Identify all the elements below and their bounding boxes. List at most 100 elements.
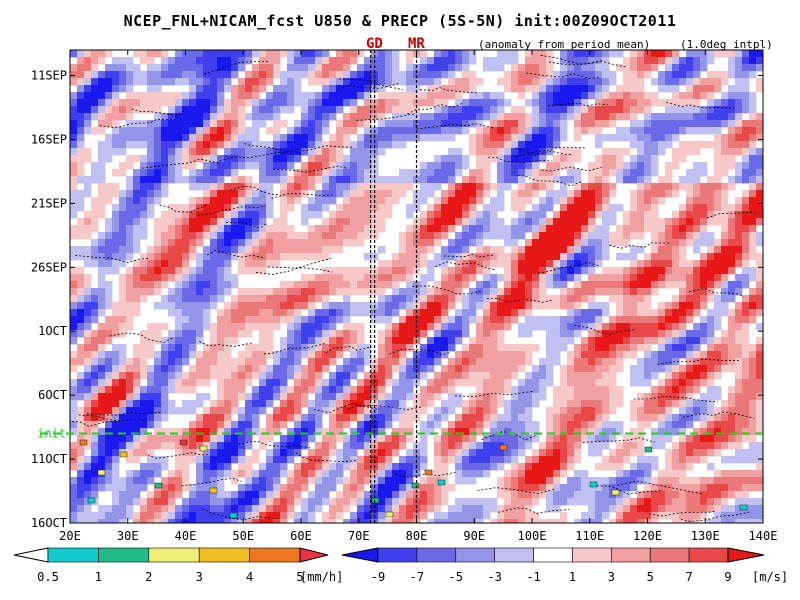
- field-cell: [315, 169, 323, 177]
- field-cell: [322, 456, 330, 464]
- field-cell: [434, 386, 442, 394]
- field-cell: [525, 302, 533, 310]
- field-cell: [588, 162, 596, 170]
- field-cell: [588, 190, 596, 198]
- field-cell: [217, 351, 225, 359]
- field-cell: [70, 449, 78, 457]
- field-cell: [210, 281, 218, 289]
- field-cell: [595, 176, 603, 184]
- field-cell: [420, 323, 428, 331]
- field-cell: [658, 323, 666, 331]
- field-cell: [224, 190, 232, 198]
- field-cell: [245, 435, 253, 443]
- field-cell: [553, 239, 561, 247]
- field-cell: [707, 288, 715, 296]
- field-cell: [287, 106, 295, 114]
- field-cell: [539, 232, 547, 240]
- field-cell: [161, 302, 169, 310]
- field-cell: [119, 78, 127, 86]
- field-cell: [77, 204, 85, 212]
- field-cell: [686, 197, 694, 205]
- field-cell: [357, 64, 365, 72]
- field-cell: [350, 204, 358, 212]
- field-cell: [301, 120, 309, 128]
- field-cell: [105, 71, 113, 79]
- field-cell: [119, 288, 127, 296]
- field-cell: [483, 393, 491, 401]
- field-cell: [378, 176, 386, 184]
- field-cell: [700, 85, 708, 93]
- field-cell: [189, 183, 197, 191]
- field-cell: [378, 274, 386, 282]
- field-cell: [469, 365, 477, 373]
- field-cell: [182, 442, 190, 450]
- field-cell: [434, 372, 442, 380]
- field-cell: [546, 330, 554, 338]
- field-cell: [168, 71, 176, 79]
- field-cell: [623, 99, 631, 107]
- field-cell: [147, 267, 155, 275]
- field-cell: [532, 106, 540, 114]
- field-cell: [245, 232, 253, 240]
- field-cell: [175, 274, 183, 282]
- field-cell: [455, 456, 463, 464]
- field-cell: [518, 225, 526, 233]
- field-cell: [742, 421, 750, 429]
- field-cell: [574, 134, 582, 142]
- field-cell: [707, 309, 715, 317]
- field-cell: [343, 134, 351, 142]
- field-cell: [364, 85, 372, 93]
- field-cell: [644, 176, 652, 184]
- field-cell: [728, 267, 736, 275]
- field-cell: [224, 162, 232, 170]
- field-cell: [231, 71, 239, 79]
- field-cell: [231, 435, 239, 443]
- field-cell: [147, 337, 155, 345]
- field-cell: [588, 344, 596, 352]
- field-cell: [518, 134, 526, 142]
- field-cell: [203, 218, 211, 226]
- field-cell: [238, 358, 246, 366]
- field-cell: [266, 253, 274, 261]
- field-cell: [644, 253, 652, 261]
- field-cell: [616, 92, 624, 100]
- field-cell: [679, 99, 687, 107]
- field-cell: [420, 400, 428, 408]
- field-cell: [749, 218, 757, 226]
- field-cell: [287, 358, 295, 366]
- field-cell: [679, 414, 687, 422]
- field-cell: [189, 232, 197, 240]
- field-cell: [336, 218, 344, 226]
- field-cell: [385, 190, 393, 198]
- field-cell: [441, 64, 449, 72]
- field-cell: [112, 106, 120, 114]
- field-cell: [560, 260, 568, 268]
- field-cell: [434, 169, 442, 177]
- field-cell: [560, 148, 568, 156]
- field-cell: [588, 176, 596, 184]
- field-cell: [238, 421, 246, 429]
- field-cell: [504, 386, 512, 394]
- field-cell: [140, 162, 148, 170]
- field-cell: [252, 260, 260, 268]
- field-cell: [742, 64, 750, 72]
- field-cell: [700, 169, 708, 177]
- field-cell: [266, 148, 274, 156]
- field-cell: [630, 351, 638, 359]
- field-cell: [665, 225, 673, 233]
- field-cell: [161, 169, 169, 177]
- field-cell: [504, 113, 512, 121]
- field-cell: [112, 358, 120, 366]
- field-cell: [588, 113, 596, 121]
- field-cell: [287, 92, 295, 100]
- field-cell: [567, 246, 575, 254]
- field-cell: [294, 393, 302, 401]
- field-cell: [189, 169, 197, 177]
- field-cell: [119, 162, 127, 170]
- field-cell: [147, 442, 155, 450]
- field-cell: [364, 358, 372, 366]
- field-cell: [497, 288, 505, 296]
- field-cell: [294, 337, 302, 345]
- field-cell: [70, 141, 78, 149]
- field-cell: [266, 211, 274, 219]
